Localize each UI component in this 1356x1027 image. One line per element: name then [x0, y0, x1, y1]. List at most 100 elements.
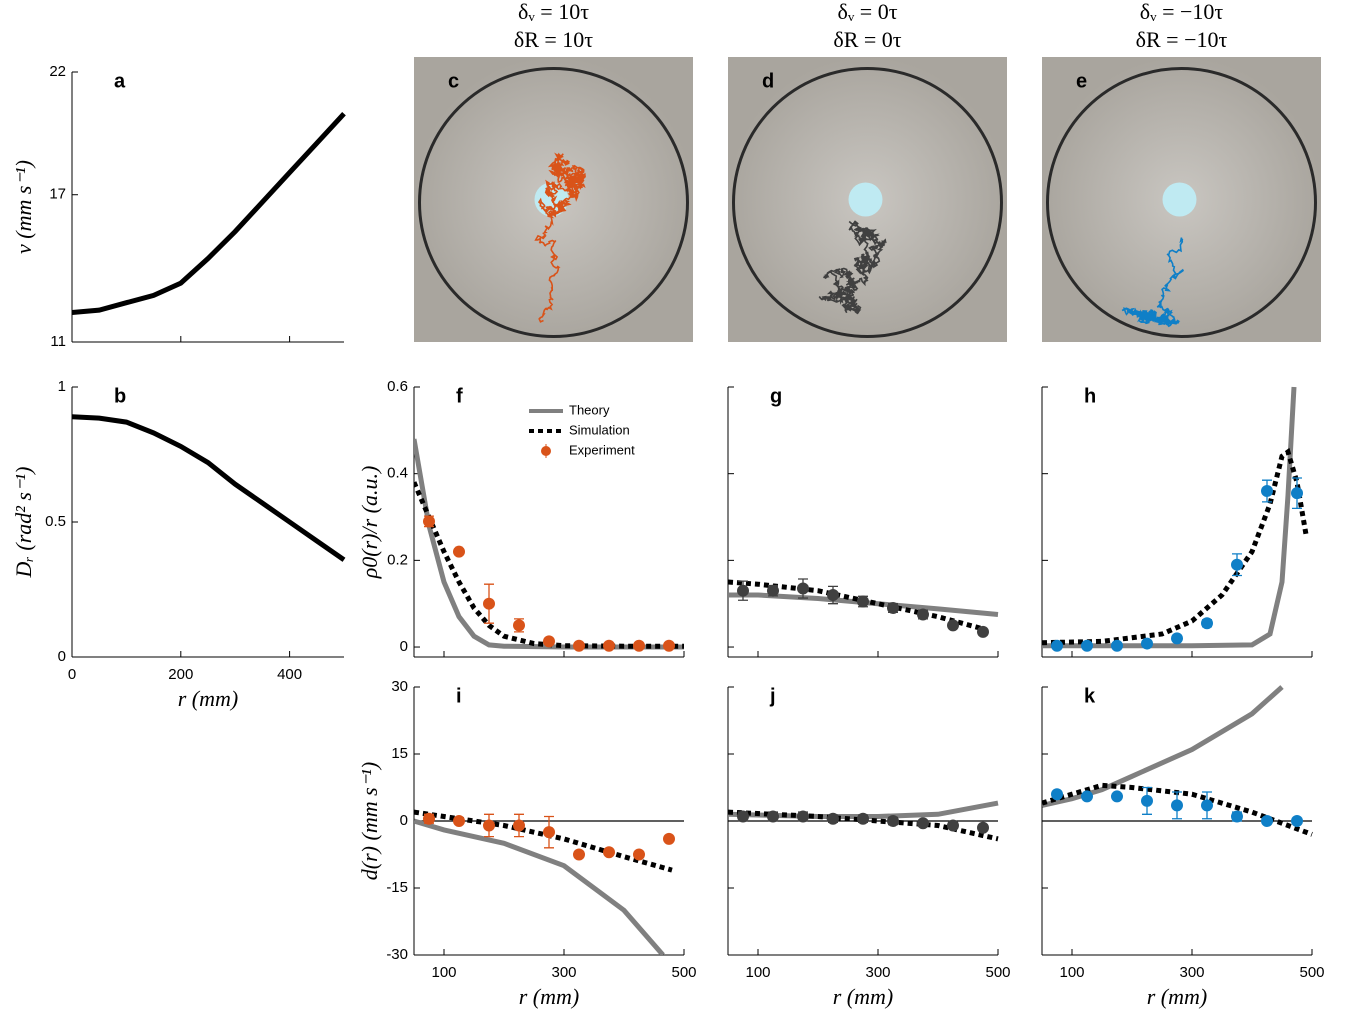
data-point: [1111, 790, 1123, 803]
data-point: [1051, 639, 1063, 652]
x-tick-label: 400: [277, 666, 302, 683]
trajectory: [534, 152, 586, 323]
data-point: [543, 635, 555, 648]
curve: [1042, 685, 1284, 808]
arena-wall: [1046, 67, 1317, 338]
plot-area: [1042, 685, 1313, 837]
y-tick-label: -15: [386, 879, 408, 896]
curve: [414, 818, 665, 955]
y-tick-label: 0.4: [387, 465, 408, 482]
simulation-line: [414, 481, 684, 649]
x-tick-label: 100: [1059, 964, 1084, 981]
data-point: [797, 582, 809, 595]
data-point: [827, 589, 839, 602]
panel-label: h: [1084, 385, 1096, 407]
trajectory: [818, 220, 887, 315]
data-point: [483, 597, 495, 610]
panel-label: b: [114, 385, 126, 407]
curve: [72, 112, 346, 315]
data-point: [797, 810, 809, 823]
panel-label: k: [1084, 685, 1096, 707]
data-point: [1081, 639, 1093, 652]
arena-wall: [418, 67, 689, 338]
x-tick-label: 300: [1179, 964, 1204, 981]
data-point: [977, 821, 989, 834]
plot-area: [414, 809, 675, 955]
data-point: [737, 584, 749, 597]
data-point: [917, 817, 929, 830]
y-tick-label: 0: [400, 638, 408, 655]
data-point: [1231, 558, 1243, 571]
data-point: [1261, 815, 1273, 827]
x-axis-label: r (mm): [833, 984, 894, 1009]
panel-label: a: [114, 70, 126, 92]
data-point: [453, 815, 465, 827]
data-point: [423, 812, 435, 825]
column-title: δᵥ = −10τ: [1140, 0, 1224, 24]
data-point: [1171, 799, 1183, 812]
simulation-line: [728, 579, 987, 633]
data-point: [1291, 815, 1303, 827]
data-point: [663, 832, 675, 845]
data-point: [663, 639, 675, 652]
y-tick-label: 0: [58, 648, 66, 665]
x-tick-label: 300: [865, 964, 890, 981]
column-title: δR = 10τ: [514, 27, 593, 52]
panel-label: c: [448, 70, 459, 92]
data-point: [857, 595, 869, 608]
curve: [728, 592, 999, 617]
data-point: [1171, 632, 1183, 645]
data-point: [767, 810, 779, 823]
data-point: [513, 819, 525, 832]
data-point: [603, 846, 615, 859]
data-point: [1111, 639, 1123, 652]
x-tick-label: 200: [168, 666, 193, 683]
plot-area: [728, 800, 999, 842]
panel-label: g: [770, 385, 782, 407]
y-axis-label: ρ0(r)/r (a.u.): [357, 466, 382, 580]
y-tick-label: 1: [58, 378, 66, 395]
data-point: [1231, 810, 1243, 823]
trajectory: [1121, 237, 1185, 328]
y-axis-label: Dᵣ (rad² s⁻¹): [11, 467, 36, 579]
plot-area: [72, 112, 346, 315]
data-point: [767, 584, 779, 597]
plot-area: [728, 578, 999, 638]
data-point: [1141, 794, 1153, 807]
data-point: [1291, 487, 1303, 500]
data-point: [633, 848, 645, 861]
y-axis-label: d(r) (mm s⁻¹): [357, 762, 382, 880]
curve: [1042, 386, 1297, 649]
data-point: [1081, 790, 1093, 803]
light-spot: [1162, 182, 1197, 217]
y-tick-label: -30: [386, 946, 408, 963]
data-point: [887, 602, 899, 615]
x-tick-label: 500: [671, 964, 696, 981]
x-tick-label: 300: [551, 964, 576, 981]
panel-label: e: [1076, 70, 1087, 92]
panel-label: j: [769, 685, 776, 707]
data-point: [947, 819, 959, 832]
data-point: [977, 625, 989, 638]
y-tick-label: 22: [49, 63, 66, 80]
data-point: [857, 812, 869, 825]
data-point: [1141, 637, 1153, 650]
data-point: [947, 619, 959, 632]
curve: [728, 800, 999, 819]
y-tick-label: 0: [400, 812, 408, 829]
x-tick-label: 100: [745, 964, 770, 981]
column-title: δR = −10τ: [1136, 27, 1228, 52]
column-title: δᵥ = 10τ: [518, 0, 589, 24]
data-point: [887, 815, 899, 827]
panel-label: i: [456, 685, 462, 707]
x-axis-label: r (mm): [1147, 984, 1208, 1009]
column-title: δR = 0τ: [833, 27, 901, 52]
x-axis-label: r (mm): [178, 686, 239, 711]
data-point: [603, 639, 615, 652]
data-point: [513, 619, 525, 632]
x-tick-label: 0: [68, 666, 76, 683]
y-tick-label: 15: [391, 745, 408, 762]
legend-label: Theory: [569, 402, 610, 417]
data-point: [917, 608, 929, 621]
x-tick-label: 500: [1299, 964, 1324, 981]
